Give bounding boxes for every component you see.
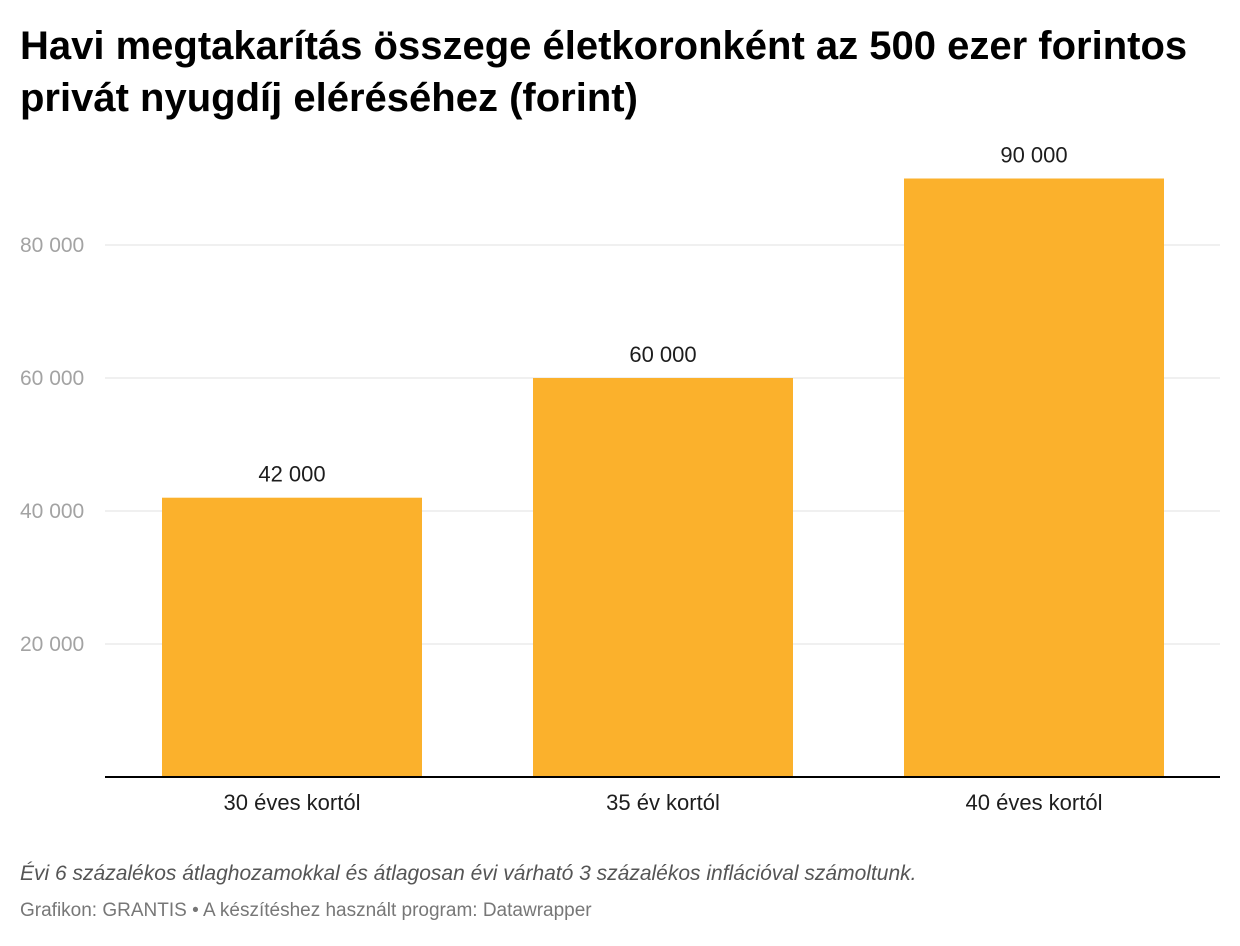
x-category-label: 30 éves kortól bbox=[224, 790, 361, 815]
bar-value-label: 42 000 bbox=[258, 462, 325, 487]
y-tick-label: 40 000 bbox=[20, 500, 84, 523]
bar bbox=[533, 378, 793, 777]
bar-value-label: 60 000 bbox=[629, 342, 696, 367]
y-tick-label: 60 000 bbox=[20, 367, 84, 390]
x-category-label: 40 éves kortól bbox=[966, 790, 1103, 815]
x-category-label: 35 év kortól bbox=[606, 790, 720, 815]
chart-source: Grafikon: GRANTIS • A készítéshez haszná… bbox=[20, 900, 592, 921]
chart-note: Évi 6 százalékos átlaghozamokkal és átla… bbox=[20, 862, 917, 885]
chart-title: Havi megtakarítás összege életkoronként … bbox=[20, 24, 1188, 120]
bar-chart: 20 000 40 000 60 000 80 000 42 000 30 éves ko… bbox=[20, 143, 1220, 815]
bar-value-label: 90 000 bbox=[1000, 143, 1067, 168]
bar bbox=[162, 497, 422, 777]
bar bbox=[904, 178, 1164, 777]
y-tick-label: 80 000 bbox=[20, 234, 84, 257]
y-tick-label: 20 000 bbox=[20, 633, 84, 656]
